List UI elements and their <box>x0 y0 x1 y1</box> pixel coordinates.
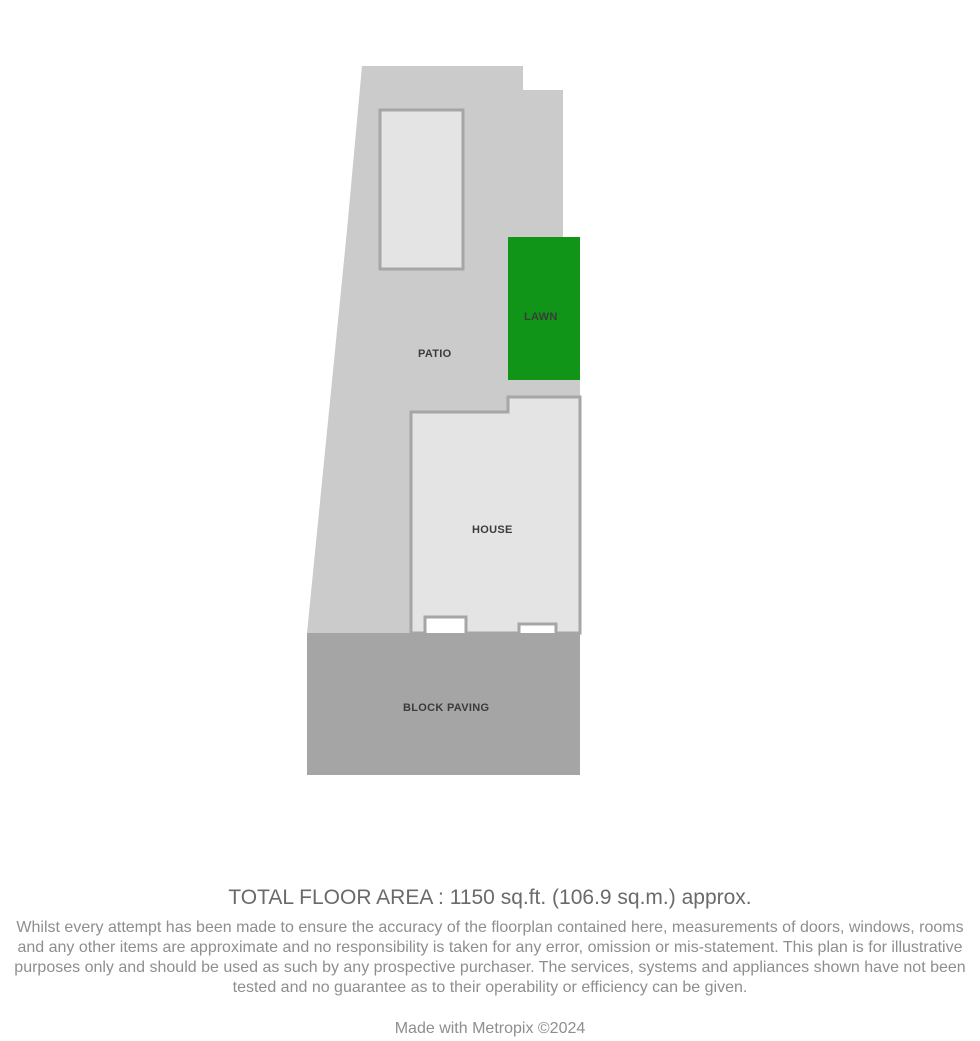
floorplan-stage: PATIO LAWN HOUSE BLOCK PAVING TOTAL FLOO… <box>0 0 980 1041</box>
house-region <box>411 397 580 633</box>
disclaimer-text: Whilst every attempt has been made to en… <box>0 918 980 998</box>
lawn-label: LAWN <box>524 311 558 323</box>
shed-region <box>380 110 463 269</box>
total-floor-area: TOTAL FLOOR AREA : 1150 sq.ft. (106.9 sq… <box>0 886 980 910</box>
patio-label: PATIO <box>418 348 451 360</box>
credit-text: Made with Metropix ©2024 <box>0 1020 980 1038</box>
floorplan-svg <box>0 0 980 1041</box>
lawn-region <box>508 237 580 380</box>
block-paving-label: BLOCK PAVING <box>403 702 489 714</box>
house-label: HOUSE <box>472 524 513 536</box>
